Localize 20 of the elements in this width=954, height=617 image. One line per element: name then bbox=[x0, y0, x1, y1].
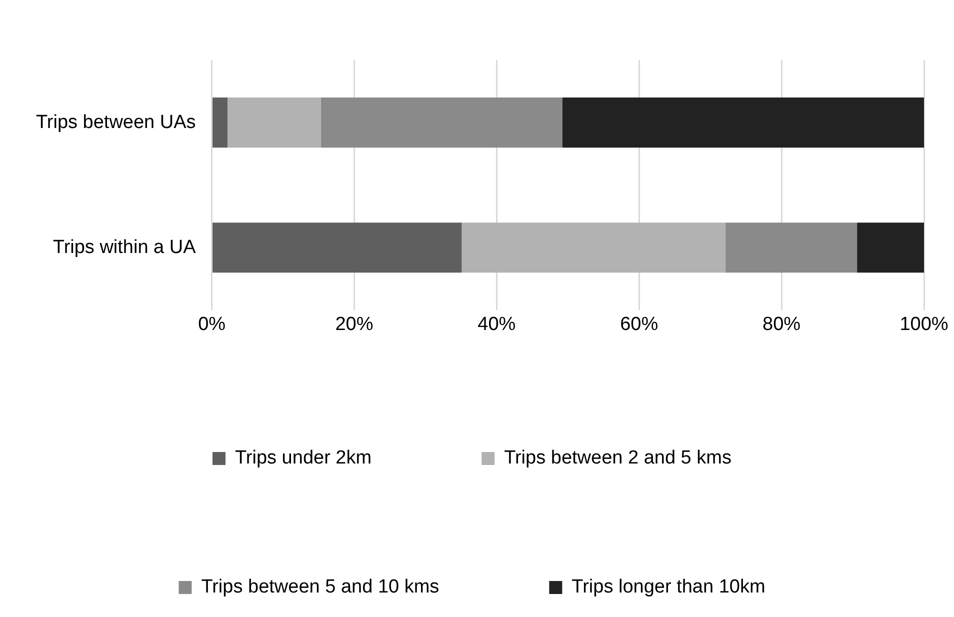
legend-label: Trips under 2km bbox=[235, 448, 372, 469]
x-tick-label: 60% bbox=[620, 314, 658, 335]
bar bbox=[562, 98, 924, 148]
x-tick-label: 20% bbox=[335, 314, 374, 335]
bar bbox=[857, 222, 924, 273]
y-tick-label: Trips between UAs bbox=[36, 112, 196, 133]
legend-label: Trips between 2 and 5 kms bbox=[504, 448, 732, 469]
x-tick-label: 80% bbox=[762, 314, 801, 335]
bar bbox=[462, 222, 726, 273]
bar bbox=[320, 98, 562, 148]
y-tick-label: Trips within a UA bbox=[52, 236, 196, 258]
legend-label: Trips longer than 10km bbox=[572, 576, 766, 598]
bar bbox=[212, 222, 462, 273]
bar bbox=[227, 98, 321, 148]
x-tick-label: 40% bbox=[478, 314, 516, 335]
bar bbox=[725, 222, 858, 273]
x-tick-label: 0% bbox=[198, 314, 226, 335]
bar bbox=[212, 98, 228, 148]
legend-label: Trips between 5 and 10 kms bbox=[201, 576, 440, 598]
x-tick-label: 100% bbox=[900, 314, 948, 335]
